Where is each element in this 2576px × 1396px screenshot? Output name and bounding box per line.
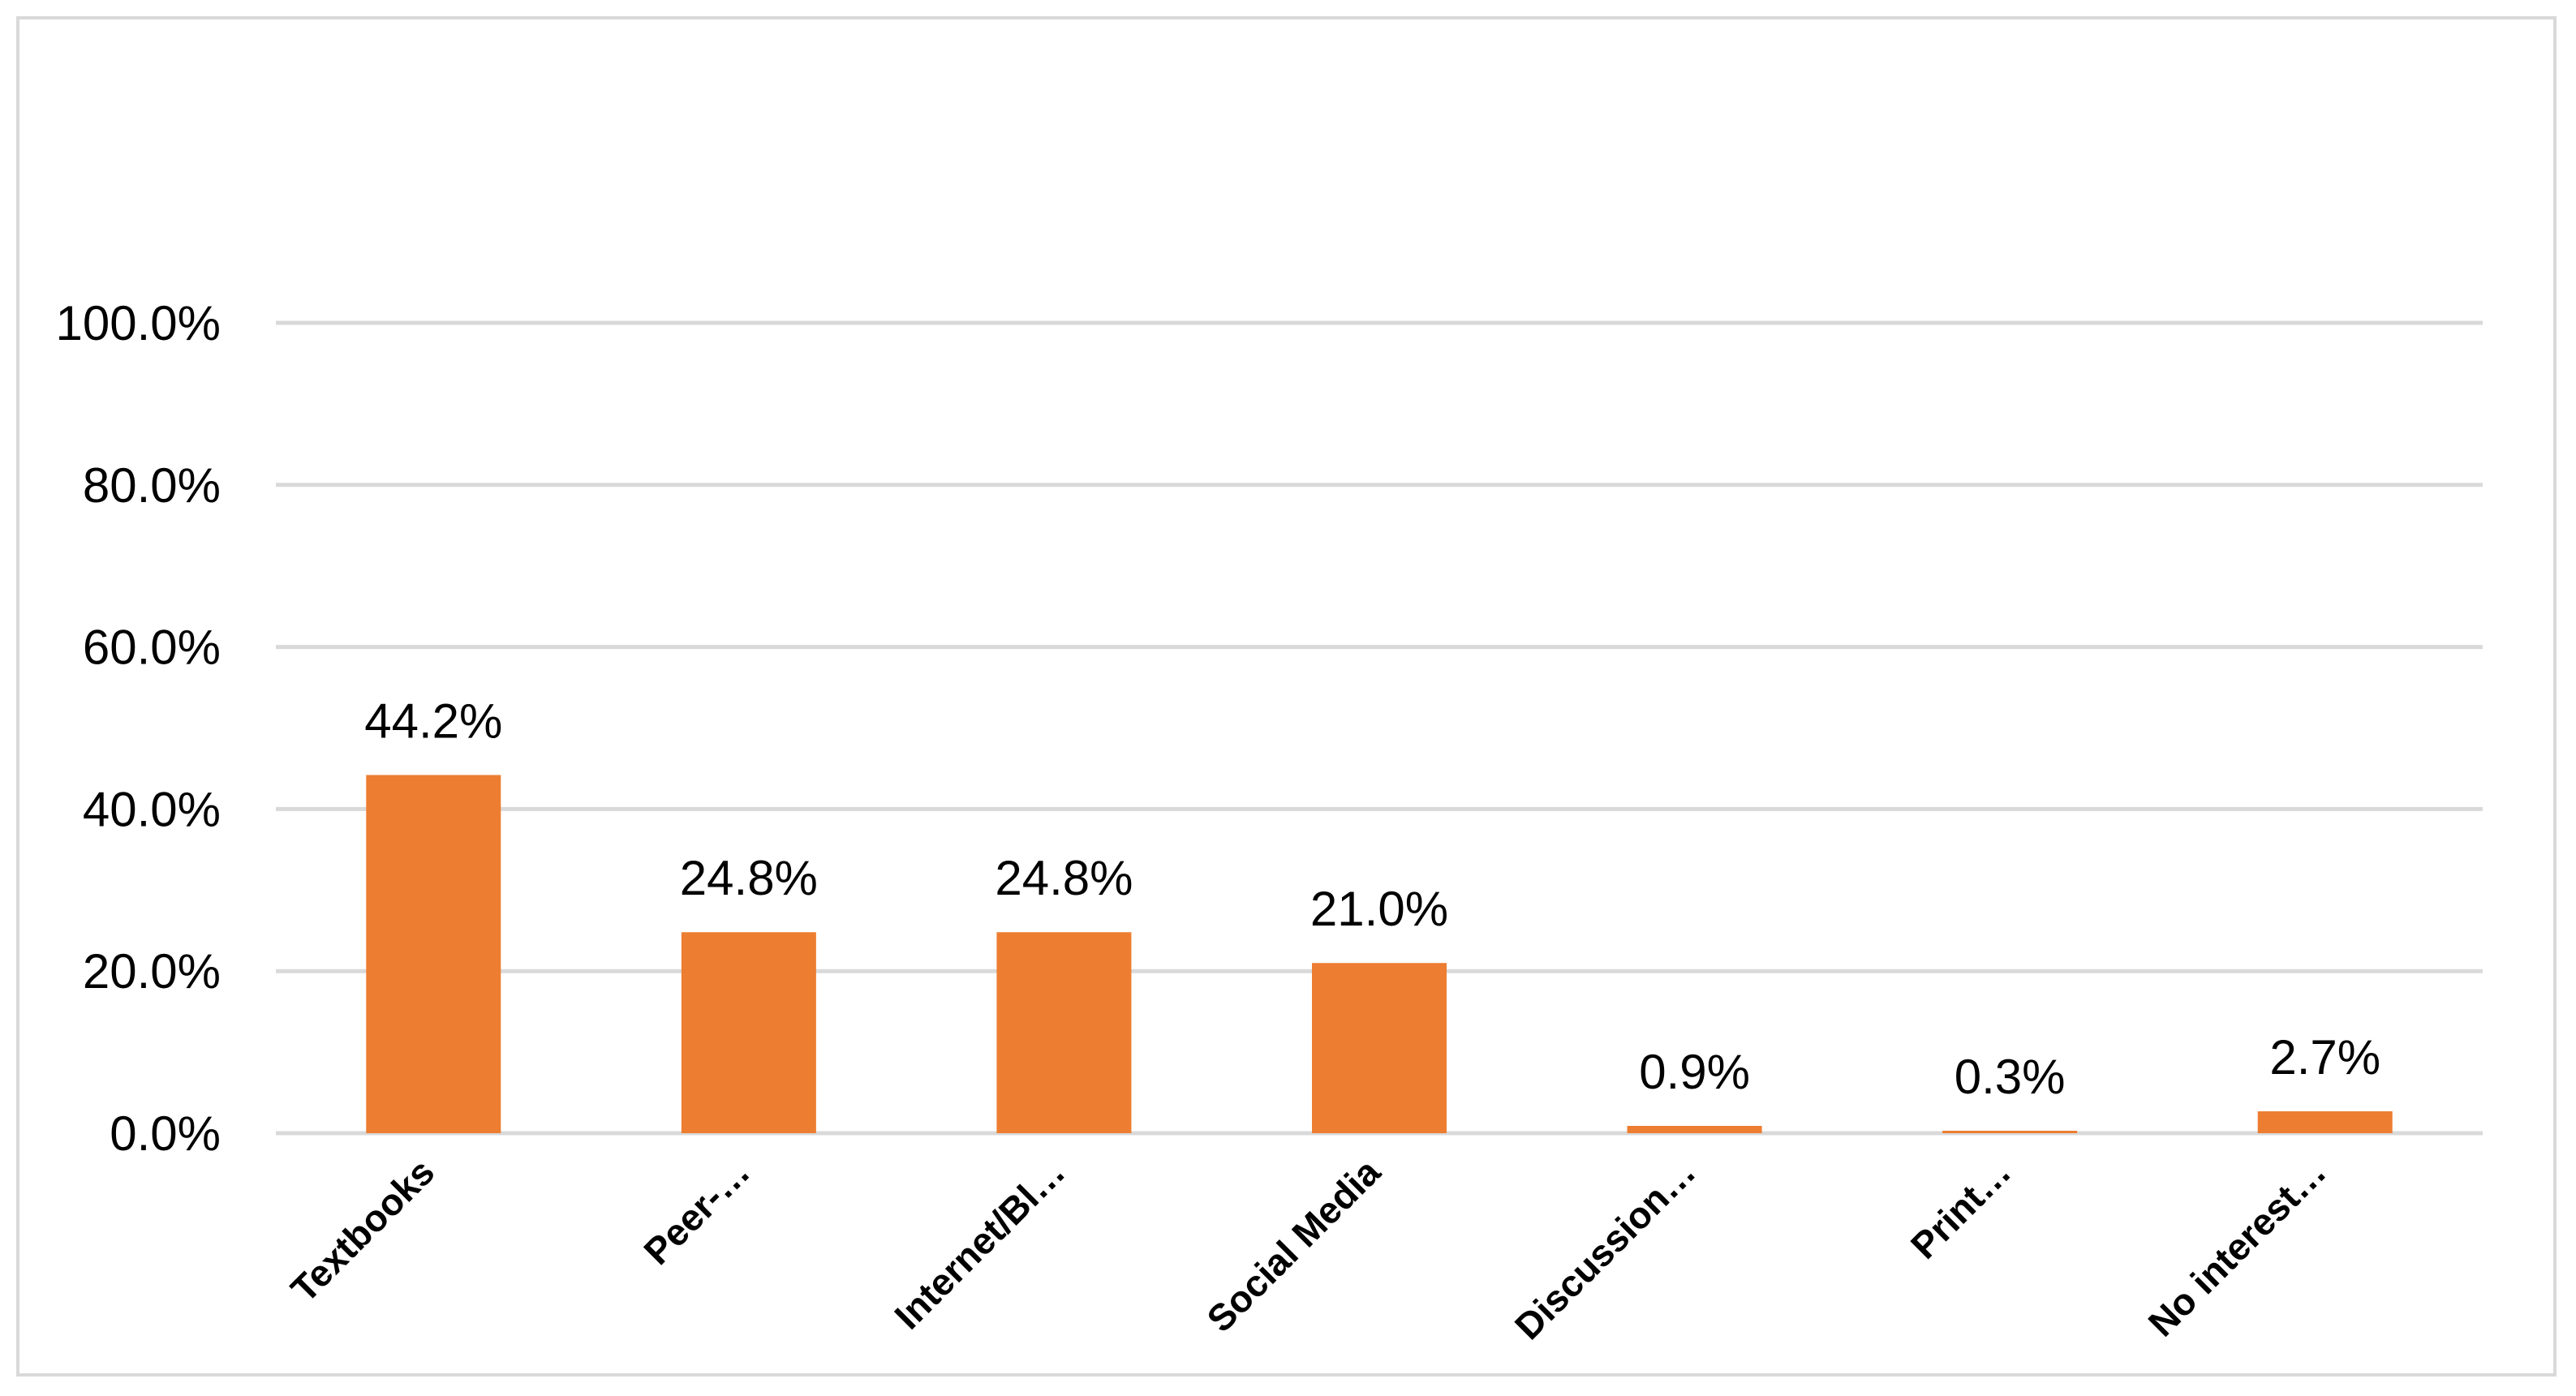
data-label: 0.3% — [1955, 1050, 2066, 1104]
data-label: 21.0% — [1310, 882, 1448, 936]
bars — [366, 775, 2393, 1133]
data-label: 2.7% — [2269, 1030, 2380, 1085]
category-label: Discussion… — [1507, 1150, 1704, 1347]
data-label: 0.9% — [1639, 1045, 1750, 1099]
y-tick-label: 0.0% — [110, 1106, 221, 1161]
x-axis-category-labels: Textbooks Peer-… Internet/Bl… Social Media D… — [282, 1150, 2333, 1347]
y-axis-tick-labels: 0.0% 20.0% 40.0% 60.0% 80.0% 100.0% — [56, 296, 221, 1161]
y-tick-label: 80.0% — [83, 458, 221, 513]
bar — [2257, 1111, 2393, 1133]
category-label: Print… — [1903, 1150, 2019, 1266]
bar — [1627, 1126, 1762, 1133]
data-label: 44.2% — [364, 694, 502, 748]
bar — [996, 932, 1132, 1133]
bar — [366, 775, 501, 1133]
category-label: Social Media — [1198, 1150, 1388, 1340]
data-label: 24.8% — [995, 851, 1133, 905]
category-label: Textbooks — [282, 1150, 442, 1310]
category-label: Internet/Bl… — [886, 1150, 1073, 1337]
y-tick-label: 60.0% — [83, 621, 221, 675]
y-tick-label: 100.0% — [56, 296, 221, 350]
data-label: 24.8% — [680, 851, 818, 905]
data-labels: 44.2% 24.8% 24.8% 21.0% 0.9% 0.3% 2.7% — [364, 694, 2380, 1104]
bar — [1312, 963, 1447, 1133]
y-tick-label: 40.0% — [83, 782, 221, 836]
bar — [1942, 1131, 2078, 1133]
y-tick-label: 20.0% — [83, 944, 221, 999]
chart-frame — [16, 16, 2557, 1377]
category-label: No interest… — [2140, 1150, 2334, 1344]
category-label: Peer-… — [635, 1150, 758, 1273]
bar — [681, 932, 816, 1133]
gridlines — [276, 320, 2483, 1136]
